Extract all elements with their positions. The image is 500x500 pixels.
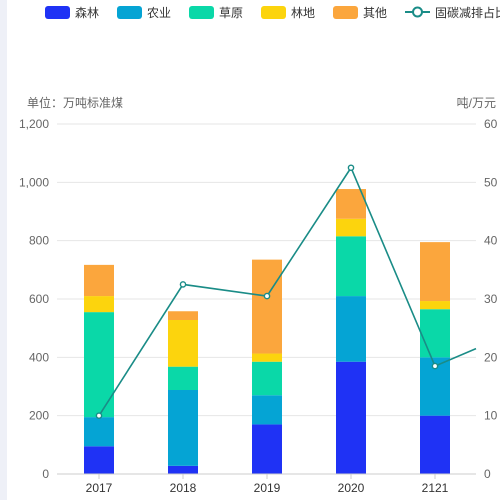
left-tick-label: 400 <box>29 350 49 364</box>
legend-swatch <box>189 6 214 19</box>
bar-segment <box>336 189 366 219</box>
right-tick-label: 30 <box>484 292 498 306</box>
legend-swatch <box>117 6 142 19</box>
left-axis-name: 单位：万吨标准煤 <box>27 95 123 110</box>
bar-segment <box>252 259 282 354</box>
bar-segment <box>420 301 450 310</box>
x-tick-label: 2020 <box>338 481 365 495</box>
bar-segment <box>84 312 114 418</box>
legend-label: 农业 <box>147 6 171 20</box>
right-axis-name: 吨/万元 <box>457 96 496 110</box>
axes: 0 200 400 600 800 1,000 1,200 0 10 20 30 40 50 60 2017… <box>19 95 498 495</box>
legend-swatch <box>261 6 286 19</box>
bar-segment <box>336 218 366 237</box>
bar-segment <box>252 361 282 396</box>
bar-segment <box>420 309 450 358</box>
x-tick-label: 2018 <box>170 481 197 495</box>
left-tick-label: 1,000 <box>19 175 49 189</box>
ratio-line-point <box>347 164 355 172</box>
bar-segment <box>168 390 198 466</box>
legend-label: 其他 <box>363 6 387 20</box>
right-tick-label: 0 <box>484 467 491 481</box>
x-tick-label: 2121 <box>422 481 449 495</box>
ratio-line-point <box>179 281 187 288</box>
legend-label: 林地 <box>291 6 315 20</box>
ratio-line-point <box>95 412 103 419</box>
ratio-line-point <box>263 292 271 300</box>
left-tick-label: 1,200 <box>19 117 49 131</box>
bar-segment <box>168 465 198 474</box>
legend-label: 森林 <box>75 5 99 20</box>
ratio-line <box>95 164 477 419</box>
bar-segment <box>252 395 282 425</box>
left-tick-label: 800 <box>29 234 49 248</box>
right-tick-label: 50 <box>484 175 498 189</box>
left-tick-label: 0 <box>42 467 49 481</box>
bar-segment <box>420 415 450 474</box>
bar-segment <box>84 446 114 474</box>
right-tick-label: 40 <box>484 234 498 248</box>
legend-line-marker <box>412 6 423 18</box>
legend-swatch <box>45 6 70 19</box>
legend-label: 固碳减排占比 <box>435 5 500 20</box>
bar-segment <box>84 296 114 313</box>
bar-segment <box>336 236 366 297</box>
bar-segment <box>336 296 366 362</box>
bar-segment <box>168 366 198 390</box>
legend-label: 草原 <box>219 6 243 20</box>
bar-segment <box>420 242 450 302</box>
stacked-bars <box>84 189 450 474</box>
ratio-line-point <box>431 362 439 370</box>
ratio-line-path <box>98 166 477 417</box>
bar-segment <box>168 320 198 367</box>
bar-segment <box>84 264 114 297</box>
bar-segment <box>168 311 198 320</box>
right-tick-label: 20 <box>484 350 498 364</box>
legend-swatch <box>333 6 358 19</box>
bar-segment <box>84 417 114 447</box>
bar-segment <box>252 424 282 474</box>
legend[interactable]: 森林 农业 草原 林地 其他 固碳减排占比 <box>45 5 500 20</box>
bar-segment <box>336 361 366 474</box>
x-tick-label: 2017 <box>86 481 113 495</box>
right-tick-label: 60 <box>484 117 498 131</box>
bar-segment <box>252 353 282 362</box>
left-tick-label: 600 <box>29 292 49 306</box>
left-tick-label: 200 <box>29 409 49 423</box>
right-tick-label: 10 <box>484 409 498 423</box>
x-tick-label: 2019 <box>254 481 281 495</box>
left-panel-edge <box>0 0 7 500</box>
